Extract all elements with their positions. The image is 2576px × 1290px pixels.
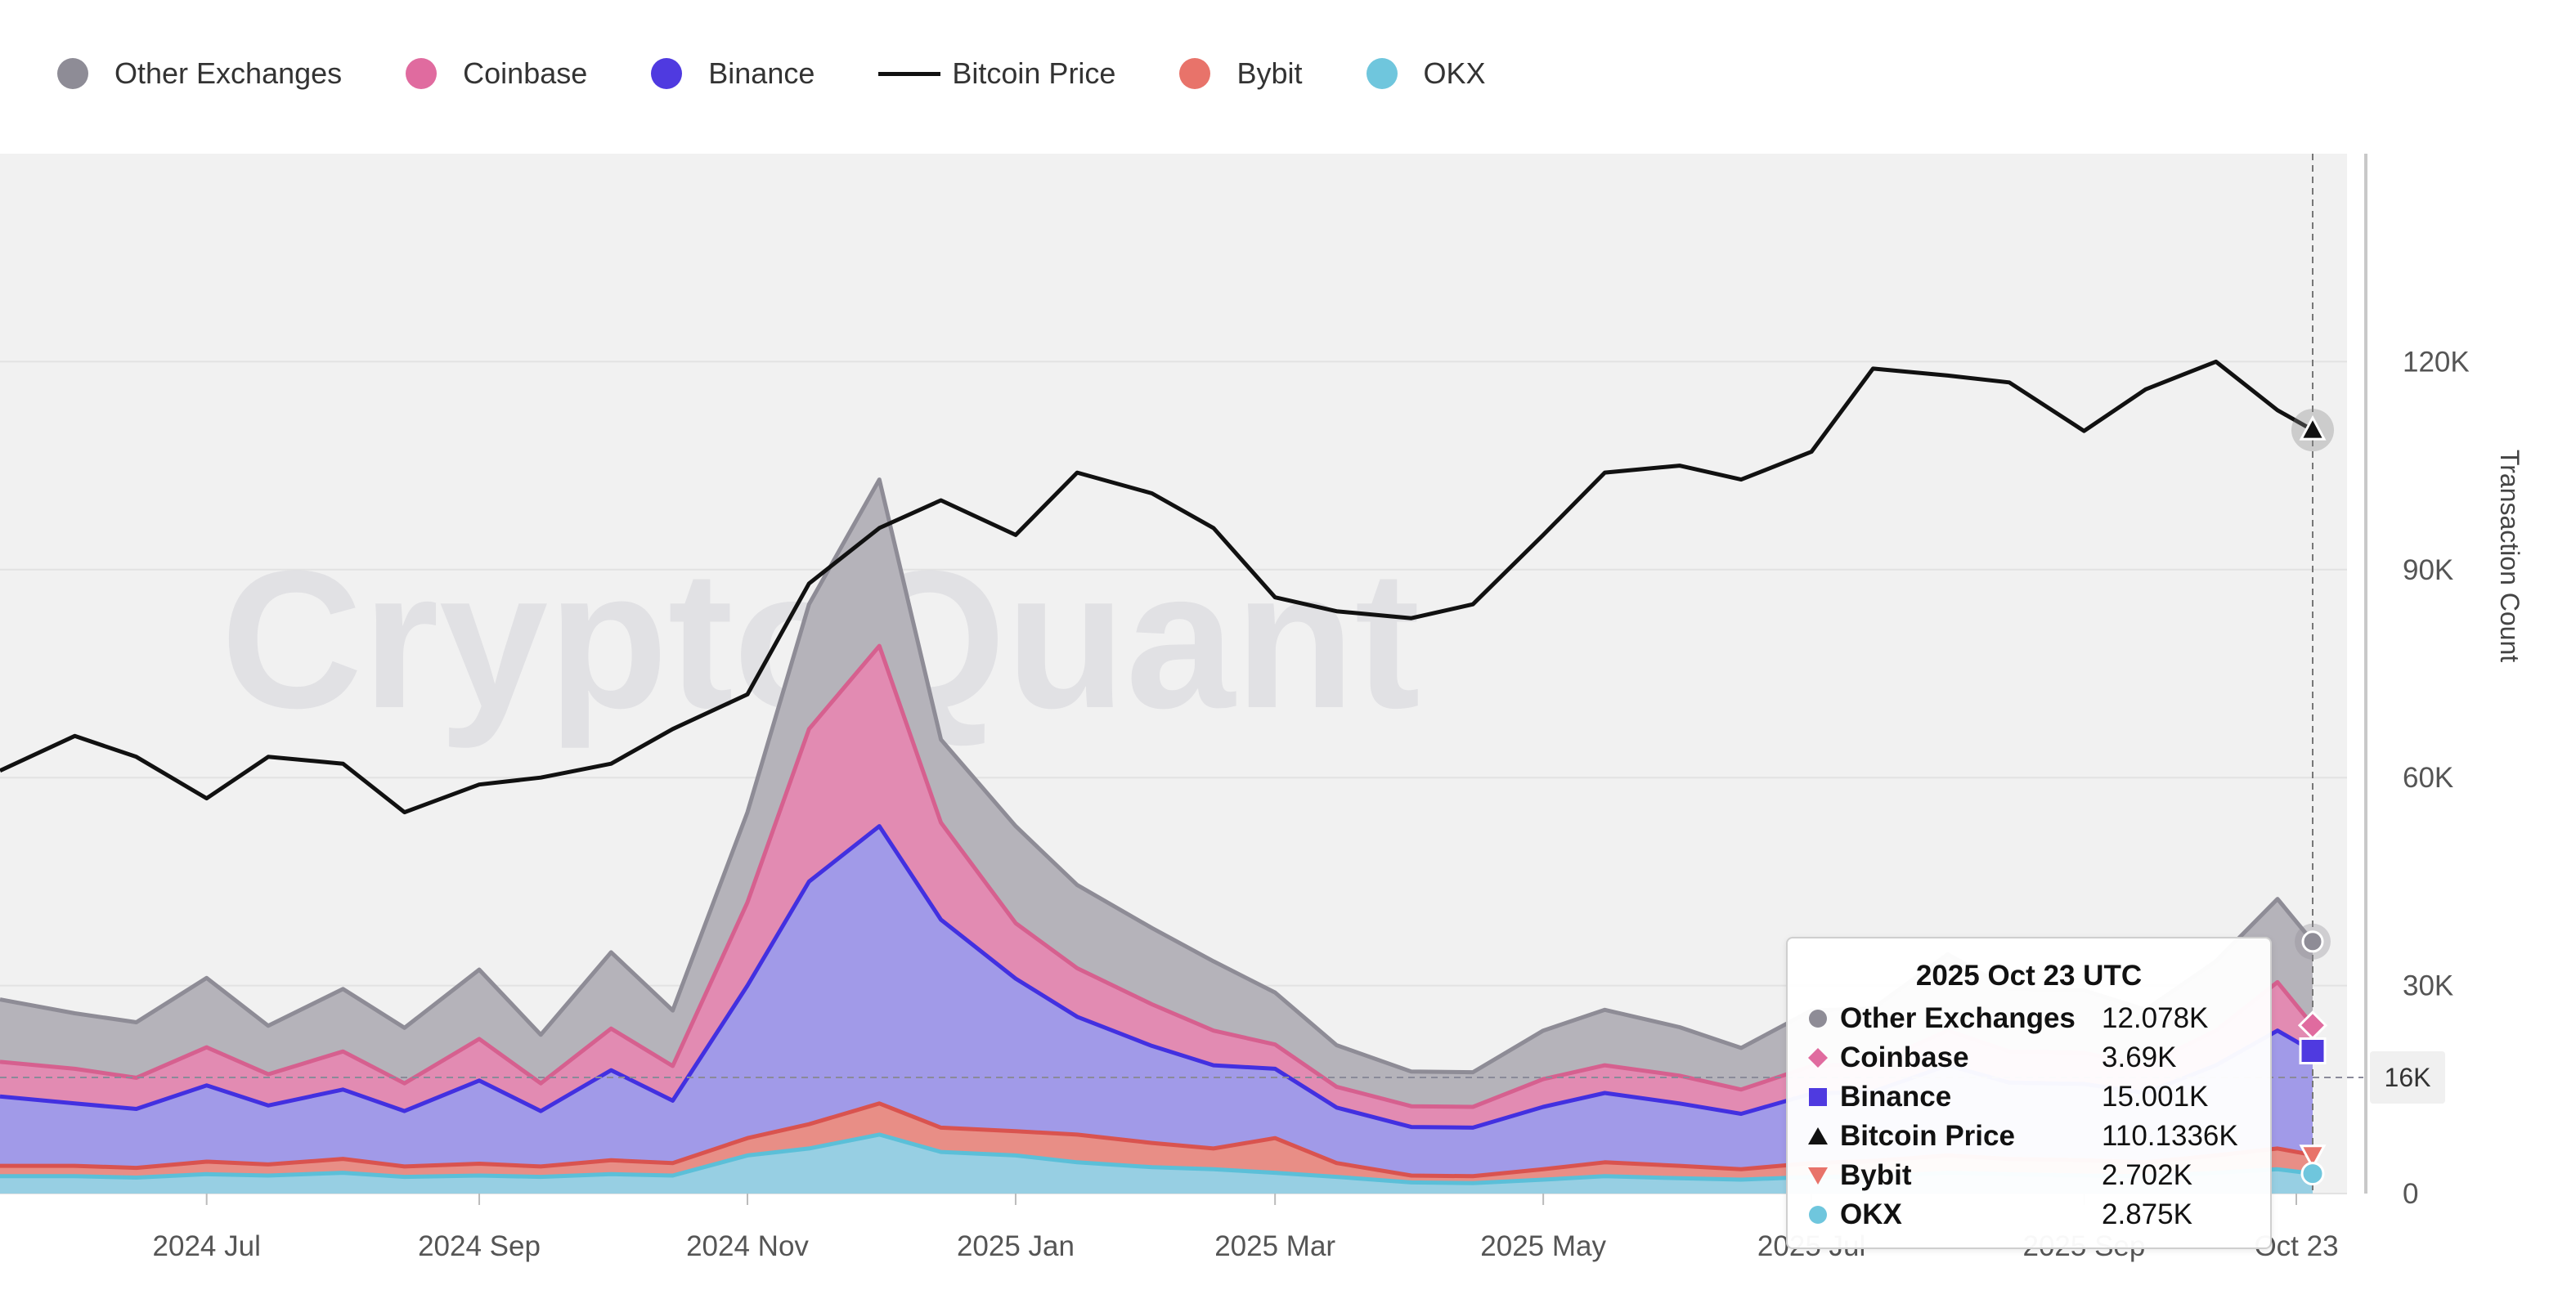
x-tick-label: 2025 Mar <box>1214 1230 1335 1262</box>
tooltip-series-name: OKX <box>1840 1198 1902 1230</box>
tooltip-row-other-exchanges: Other Exchanges 12.078K <box>1806 999 2252 1038</box>
tooltip-row-coinbase: Coinbase 3.69K <box>1806 1038 2252 1077</box>
hover-markers <box>2291 409 2334 1186</box>
series-line-bitcoin-price <box>0 359 2314 815</box>
x-tick-label: 2025 Jan <box>957 1230 1075 1262</box>
tooltip-row-binance: Binance 15.001K <box>1806 1077 2252 1117</box>
area-binance <box>0 826 2313 1194</box>
tooltip-title: 2025 Oct 23 UTC <box>1915 960 2143 992</box>
area-bybit <box>0 1103 2313 1194</box>
circle-icon <box>1809 1206 1827 1224</box>
tooltip-series-value: 12.078K <box>2102 1002 2209 1034</box>
legend-label: Binance <box>708 56 815 90</box>
legend-item-coinbase[interactable]: Coinbase <box>406 56 587 91</box>
triangle-up-icon <box>1808 1127 1828 1144</box>
y-tick-label: 120K <box>2403 346 2470 378</box>
tooltip-row-bybit: Bybit 2.702K <box>1806 1156 2252 1195</box>
legend-item-bybit[interactable]: Bybit <box>1179 56 1303 91</box>
diamond-icon <box>1808 1048 1828 1068</box>
area-okx <box>0 1134 2313 1194</box>
x-tick-label: 2025 May <box>1480 1230 1606 1262</box>
x-tick-label: 2024 Nov <box>686 1230 809 1262</box>
tooltip-series-value: 3.69K <box>2102 1041 2177 1073</box>
crosshair-value-label: 16K <box>2370 1051 2445 1104</box>
tooltip-row-okx: OKX 2.875K <box>1806 1195 2252 1234</box>
square-icon <box>1809 1088 1827 1106</box>
y-axis-title: Transaction Count <box>2495 450 2524 662</box>
legend-item-okx[interactable]: OKX <box>1366 56 1486 91</box>
x-tick-label: 2024 Sep <box>418 1230 541 1262</box>
legend-item-binance[interactable]: Binance <box>651 56 815 91</box>
legend-label: Coinbase <box>463 56 588 90</box>
legend-label: Bitcoin Price <box>952 56 1116 90</box>
y-tick-label: 0 <box>2403 1178 2418 1210</box>
legend: Other Exchanges Coinbase Binance Bitcoin Pr… <box>57 49 1550 98</box>
legend-swatch <box>1366 58 1398 89</box>
legend-swatch <box>878 71 941 76</box>
triangle-down-icon <box>1808 1167 1828 1185</box>
marker-other-exchanges <box>2301 930 2324 953</box>
legend-swatch <box>651 58 683 89</box>
circle-icon <box>1809 1010 1827 1028</box>
tooltip: 2025 Oct 23 UTC Other Exchanges 12.078K Co… <box>1786 937 2272 1249</box>
tooltip-series-name: Bitcoin Price <box>1840 1120 2015 1152</box>
tooltip-series-value: 110.1336K <box>2102 1120 2238 1152</box>
tooltip-series-value: 2.875K <box>2102 1198 2192 1230</box>
legend-item-bitcoin-price[interactable]: Bitcoin Price <box>878 56 1115 91</box>
marker-binance <box>2299 1037 2327 1064</box>
legend-swatch <box>406 58 438 89</box>
y-axis-right: 0 30K 60K 90K 120K <box>2403 346 2470 1210</box>
tooltip-series-name: Bybit <box>1840 1159 1912 1191</box>
legend-item-other-exchanges[interactable]: Other Exchanges <box>57 56 342 91</box>
y-tick-label: 30K <box>2403 970 2453 1002</box>
legend-swatch <box>57 58 88 89</box>
legend-label: Bybit <box>1236 56 1303 90</box>
price-line-layer <box>0 359 2314 815</box>
tooltip-series-name: Binance <box>1840 1081 1952 1113</box>
area-other-exchanges <box>0 479 2313 1194</box>
marker-okx <box>2300 1162 2325 1186</box>
legend-swatch <box>1179 58 1211 89</box>
marker-bitcoin-price <box>2299 414 2327 441</box>
legend-label: OKX <box>1423 56 1486 90</box>
tooltip-series-value: 2.702K <box>2102 1159 2192 1191</box>
x-tick-label: 2024 Jul <box>153 1230 261 1262</box>
tooltip-series-name: Coinbase <box>1840 1041 1969 1073</box>
legend-label: Other Exchanges <box>114 56 343 90</box>
tooltip-series-value: 15.001K <box>2102 1081 2209 1113</box>
marker-bybit <box>2299 1144 2327 1170</box>
tooltip-series-name: Other Exchanges <box>1840 1002 2076 1034</box>
y-tick-label: 60K <box>2403 762 2453 794</box>
tooltip-row-bitcoin-price: Bitcoin Price 110.1336K <box>1806 1117 2252 1156</box>
y-tick-label: 90K <box>2403 554 2453 586</box>
